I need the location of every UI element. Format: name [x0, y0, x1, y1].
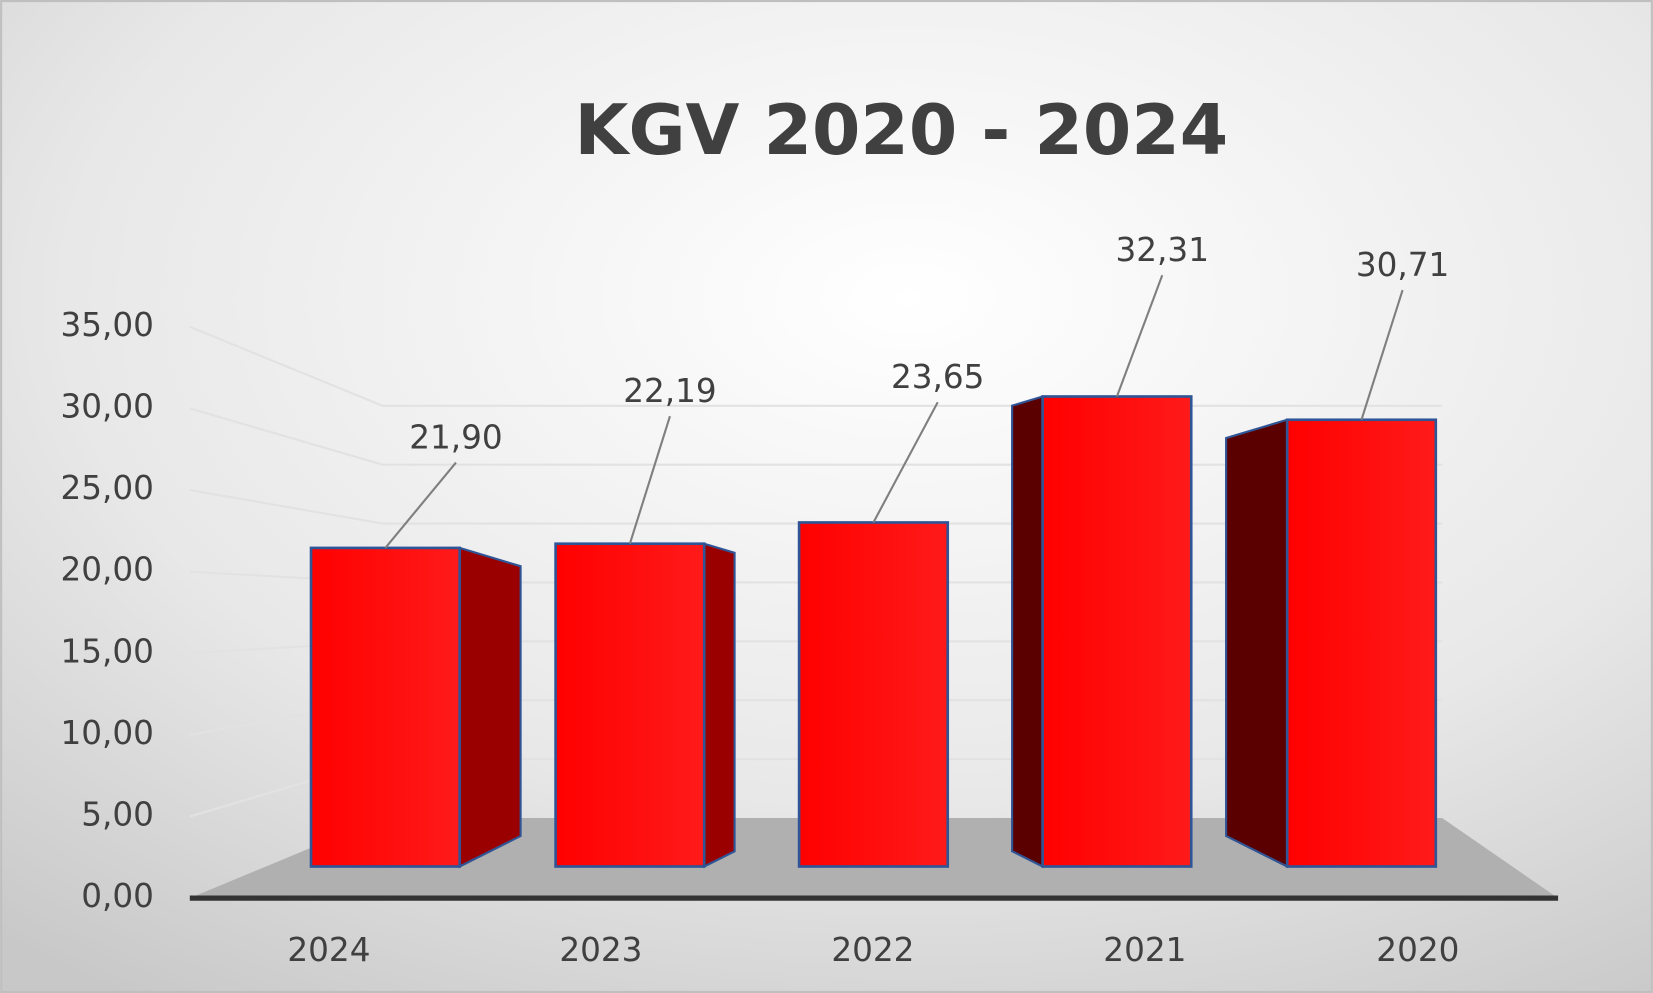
x-tick-label: 2022	[831, 931, 914, 969]
bar-side	[458, 546, 522, 869]
y-tick-label: 0,00	[81, 877, 154, 915]
y-tick-label: 35,00	[60, 306, 154, 344]
data-label: 32,31	[1115, 231, 1209, 269]
x-tick-label: 2024	[287, 931, 370, 969]
leader-line	[628, 415, 671, 545]
chart-title: KGV 2020 - 2024	[575, 90, 1229, 171]
y-tick-label: 30,00	[60, 387, 154, 425]
x-tick-label: 2020	[1376, 931, 1459, 969]
y-tick-label: 5,00	[81, 796, 154, 834]
bar	[309, 546, 461, 868]
leader-line	[384, 461, 457, 549]
bar	[797, 521, 950, 868]
y-tick-label: 10,00	[60, 714, 154, 752]
data-label: 30,71	[1356, 246, 1450, 284]
bar	[554, 542, 706, 868]
bar	[1285, 418, 1438, 868]
x-tick-label: 2021	[1103, 931, 1186, 969]
y-tick-label: 25,00	[60, 469, 154, 507]
leader-line	[1360, 289, 1404, 421]
bar-side	[703, 542, 736, 869]
leader-line	[872, 401, 939, 523]
data-label: 22,19	[623, 372, 717, 410]
y-tick-label: 15,00	[60, 632, 154, 670]
leader-line	[1115, 274, 1164, 397]
bar-side	[1225, 418, 1289, 869]
data-label: 23,65	[891, 358, 985, 396]
y-tick-label: 20,00	[60, 551, 154, 589]
x-tick-label: 2023	[559, 931, 642, 969]
data-label: 21,90	[409, 418, 502, 456]
bar-side	[1011, 395, 1044, 869]
bar	[1041, 395, 1193, 868]
